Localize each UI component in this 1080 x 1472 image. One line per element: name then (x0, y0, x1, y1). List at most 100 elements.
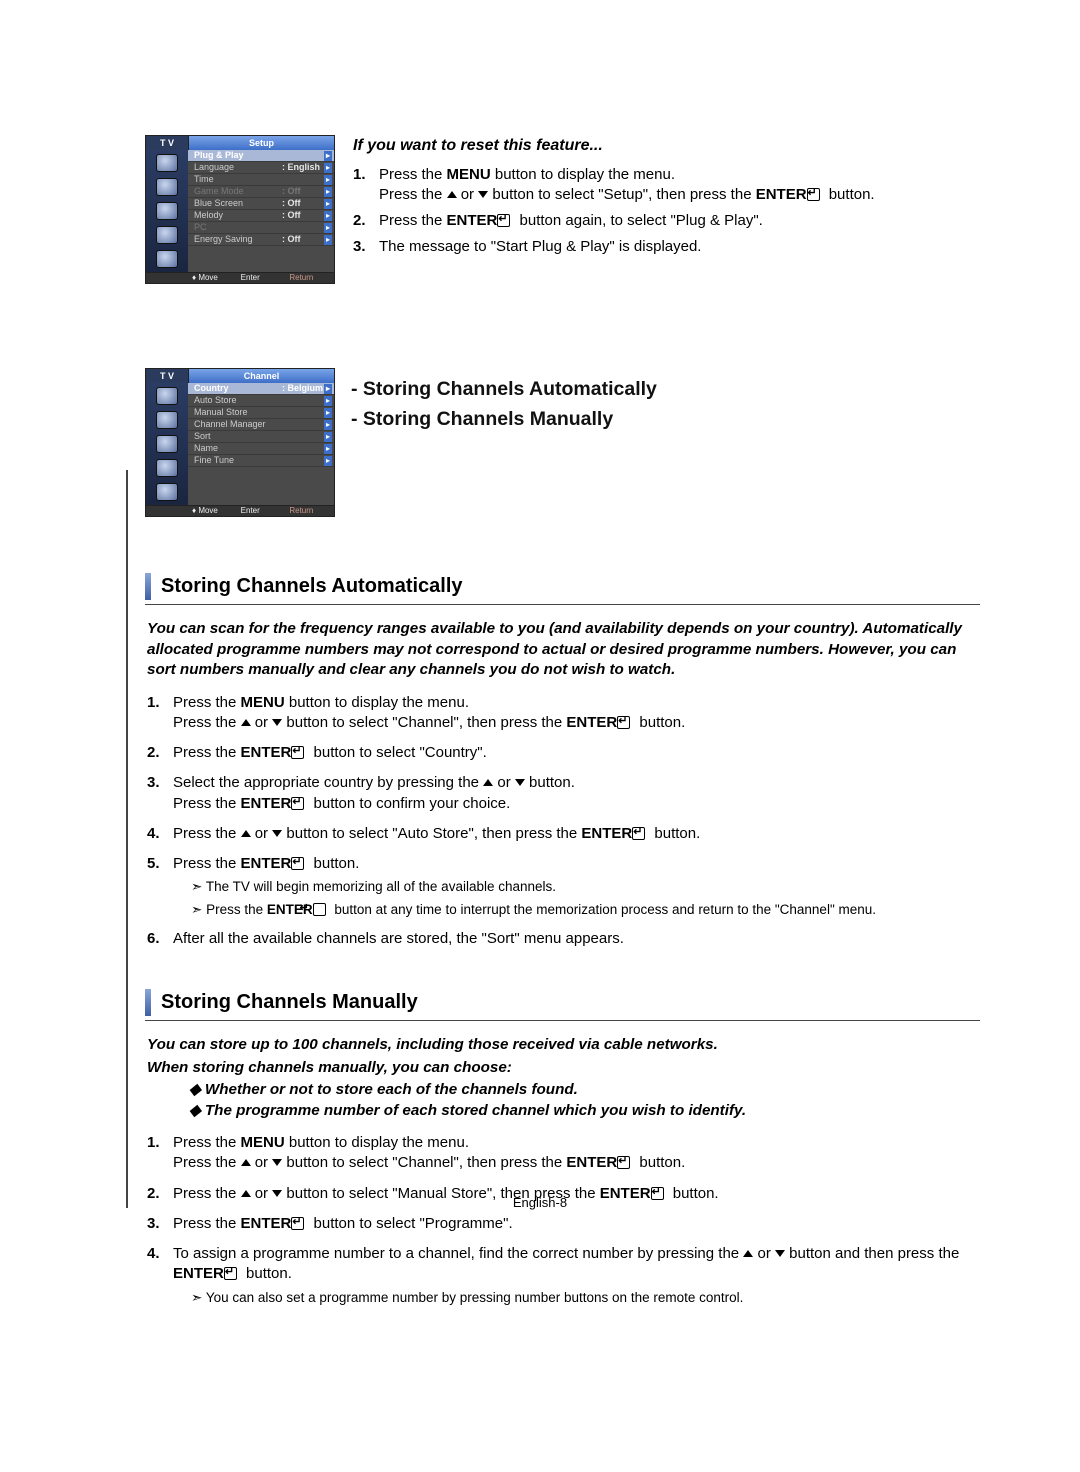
left-vertical-rule (126, 470, 128, 1208)
menu-icon (156, 250, 178, 268)
menu-icon (156, 387, 178, 405)
menu-title: Setup (188, 136, 334, 150)
footer-return: Return (285, 273, 334, 284)
reset-feature-heading: If you want to reset this feature... (353, 135, 980, 157)
enter-icon (291, 746, 309, 758)
sub-note: ➣ Press the ENTER button at any time to … (191, 901, 980, 919)
menu-row: PC▸ (188, 222, 334, 234)
menu-row: Time▸ (188, 174, 334, 186)
section-intro-line2: When storing channels manually, you can … (147, 1058, 978, 1079)
menu-row: Name▸ (188, 443, 334, 455)
menu-tv-label: T V (146, 369, 188, 383)
step-text: Press the MENU button to display the men… (173, 1133, 980, 1174)
sub-note: ➣ You can also set a programme number by… (191, 1289, 980, 1307)
channel-menu-screenshot: T V Channel Country: Belgium▸Auto Store▸… (145, 368, 335, 517)
diamond-item: The programme number of each stored chan… (189, 1101, 980, 1122)
menu-icon (156, 435, 178, 453)
down-arrow-icon (775, 1250, 785, 1257)
step-text: Press the ENTER button. ➣ The TV will be… (173, 854, 980, 919)
step-text: Press the or button to select "Auto Stor… (173, 824, 980, 844)
enter-icon (291, 857, 309, 869)
reset-steps-list: 1. Press the MENU button to display the … (353, 165, 980, 258)
step-text: Press the ENTER button to select "Progra… (173, 1214, 980, 1234)
row-setup-instructions: T V Setup Plug & Play▸Language: English▸… (145, 135, 980, 284)
enter-icon (291, 797, 309, 809)
step-number: 1. (147, 693, 173, 734)
menu-tv-label: T V (146, 136, 188, 150)
enter-icon (632, 827, 650, 839)
enter-icon (291, 1217, 309, 1229)
channel-menu-list: Country: Belgium▸Auto Store▸Manual Store… (188, 383, 334, 505)
section-manual: Storing Channels Manually You can store … (145, 989, 980, 1307)
setup-menu-screenshot: T V Setup Plug & Play▸Language: English▸… (145, 135, 335, 284)
menu-row: Manual Store▸ (188, 407, 334, 419)
step-number: 3. (353, 237, 379, 257)
enter-icon (617, 1156, 635, 1168)
menu-row: Melody: Off▸ (188, 210, 334, 222)
footer-move: ♦ Move (188, 506, 237, 517)
step-number: 5. (147, 854, 173, 919)
menu-row: Channel Manager▸ (188, 419, 334, 431)
menu-row: Language: English▸ (188, 162, 334, 174)
up-arrow-icon (447, 191, 457, 198)
enter-icon (224, 1267, 242, 1279)
enter-icon (617, 716, 635, 728)
menu-icon-column (146, 150, 188, 272)
step-number: 3. (147, 773, 173, 814)
sub-note: ➣ The TV will begin memorizing all of th… (191, 878, 980, 896)
up-arrow-icon (241, 719, 251, 726)
menu-icon-column (146, 383, 188, 505)
heading-accent-bar (145, 573, 151, 600)
down-arrow-icon (272, 830, 282, 837)
step-text: Press the MENU button to display the men… (379, 165, 980, 206)
diamond-item: Whether or not to store each of the chan… (189, 1080, 980, 1101)
step-number: 6. (147, 929, 173, 949)
section-title: Storing Channels Manually (161, 989, 418, 1016)
step-text: To assign a programme number to a channe… (173, 1244, 980, 1307)
menu-icon (156, 178, 178, 196)
row-channel-headings: T V Channel Country: Belgium▸Auto Store▸… (145, 368, 980, 517)
enter-icon (313, 903, 331, 915)
heading-accent-bar (145, 989, 151, 1016)
step-text: Press the ENTER button to select "Countr… (173, 743, 980, 763)
down-arrow-icon (272, 1159, 282, 1166)
section-title: Storing Channels Automatically (161, 573, 463, 600)
menu-row: Sort▸ (188, 431, 334, 443)
diamond-bullet-list: Whether or not to store each of the chan… (189, 1080, 980, 1121)
up-arrow-icon (241, 830, 251, 837)
step-text: Press the MENU button to display the men… (173, 693, 980, 734)
footer-move: ♦ Move (188, 273, 237, 284)
menu-icon (156, 202, 178, 220)
step-number: 1. (147, 1133, 173, 1174)
menu-row: Fine Tune▸ (188, 455, 334, 467)
menu-row: Game Mode: Off▸ (188, 186, 334, 198)
mid-heading-manual: - Storing Channels Manually (351, 406, 980, 432)
menu-row: Country: Belgium▸ (188, 383, 334, 395)
step-number: 1. (353, 165, 379, 206)
menu-icon (156, 226, 178, 244)
step-number: 3. (147, 1214, 173, 1234)
menu-row: Energy Saving: Off▸ (188, 234, 334, 246)
step-number: 4. (147, 1244, 173, 1307)
footer-enter: Enter (237, 506, 286, 517)
footer-return: Return (285, 506, 334, 517)
step-number: 2. (147, 743, 173, 763)
section-intro: You can scan for the frequency ranges av… (147, 619, 978, 681)
down-arrow-icon (478, 191, 488, 198)
section-intro-line1: You can store up to 100 channels, includ… (147, 1035, 978, 1056)
down-arrow-icon (272, 719, 282, 726)
up-arrow-icon (483, 779, 493, 786)
up-arrow-icon (241, 1159, 251, 1166)
setup-menu-list: Plug & Play▸Language: English▸Time▸Game … (188, 150, 334, 272)
manual-steps-list: 1. Press the MENU button to display the … (147, 1133, 980, 1307)
menu-row: Plug & Play▸ (188, 150, 334, 162)
step-text: Press the ENTER button again, to select … (379, 211, 980, 231)
up-arrow-icon (743, 1250, 753, 1257)
menu-title: Channel (188, 369, 334, 383)
mid-heading-auto: - Storing Channels Automatically (351, 376, 980, 402)
menu-row: Auto Store▸ (188, 395, 334, 407)
section-auto: Storing Channels Automatically You can s… (145, 573, 980, 949)
menu-row: Blue Screen: Off▸ (188, 198, 334, 210)
enter-icon (807, 188, 825, 200)
step-text: Select the appropriate country by pressi… (173, 773, 980, 814)
